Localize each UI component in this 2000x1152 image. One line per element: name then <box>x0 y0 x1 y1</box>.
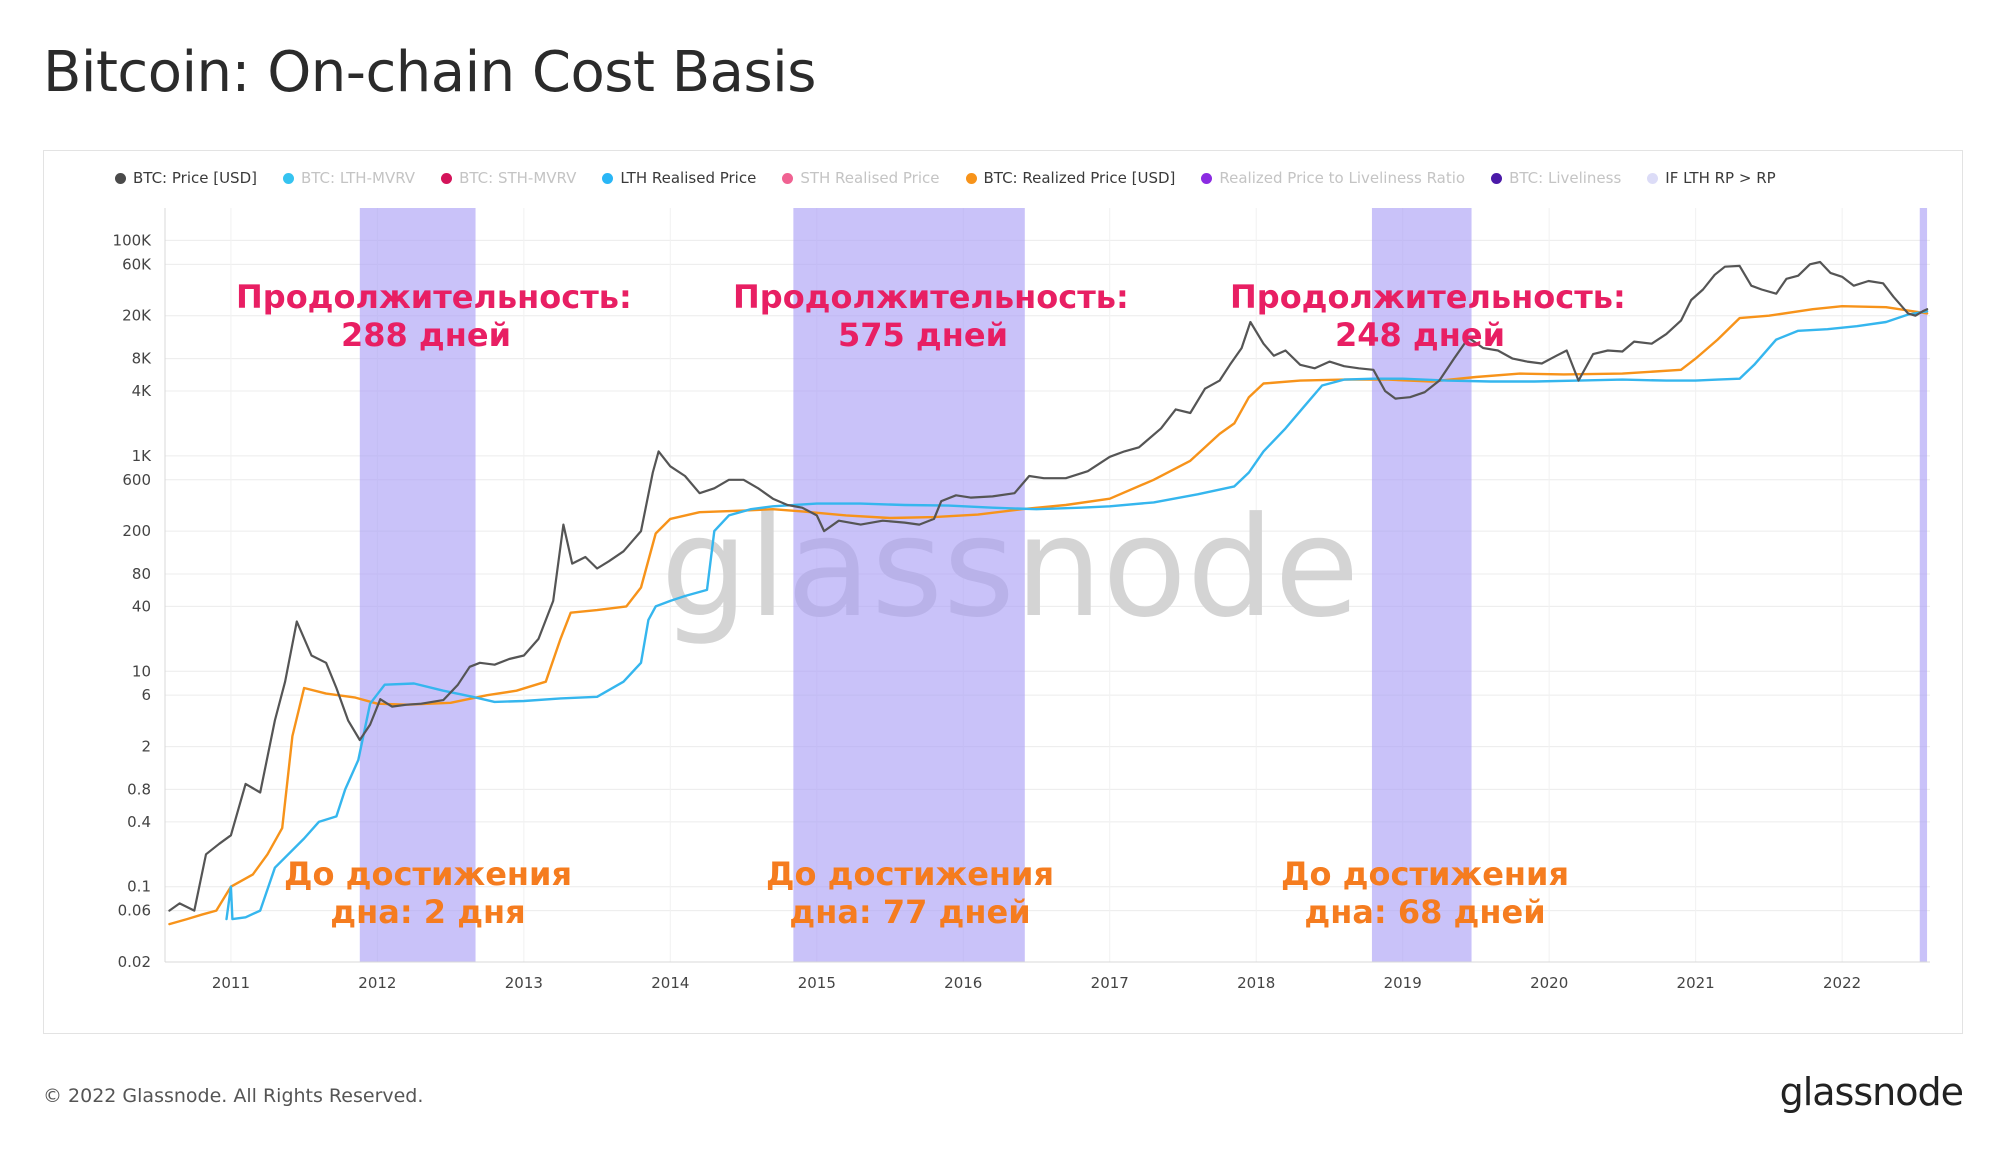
legend-dot-icon <box>1491 172 1503 184</box>
annotation-line: 248 дней <box>1334 316 1505 354</box>
x-axis: 2011 2012 2013 2014 2015 2016 2017 2018 2019 2020… <box>165 961 1930 992</box>
x-tick-label: 2012 <box>358 974 396 992</box>
annotation-line: До достижения <box>283 855 572 893</box>
y-tick-label: 60K <box>122 255 152 273</box>
series-line <box>168 260 1929 912</box>
x-tick-label: 2018 <box>1237 974 1275 992</box>
y-tick-label: 600 <box>122 471 151 489</box>
x-tick-label: 2011 <box>212 974 250 992</box>
x-tick-label: 2022 <box>1823 974 1861 992</box>
legend-dot-icon <box>1201 172 1213 184</box>
legend-label: BTC: LTH-MVRV <box>300 169 416 187</box>
annotation-bottom-1: До достижения дна: 2 дня <box>268 855 588 931</box>
y-tick-label: 20K <box>122 307 152 325</box>
annotation-bottom-2: До достижения дна: 77 дней <box>750 855 1070 931</box>
annotation-duration-2: Продолжительность: 575 дней <box>733 278 1129 354</box>
y-tick-label: 0.06 <box>118 902 151 920</box>
legend-label: STH Realised Price <box>800 169 940 187</box>
series-line <box>225 310 1929 921</box>
annotation-duration-1: Продолжительность: 288 дней <box>236 278 632 354</box>
y-axis: 100K 60K 20K 8K 4K 1K 600 200 80 40 10 6 2 0.8 0.4 0.1 0… <box>113 208 166 971</box>
legend-label: LTH Realised Price <box>620 169 757 187</box>
y-tick-label: 0.4 <box>127 813 151 831</box>
legend-item[interactable]: BTC: Liveliness <box>1491 169 1621 187</box>
chart-legend: BTC: Price [USD] BTC: LTH-MVRV BTC: STH-MV… <box>115 166 1776 190</box>
y-tick-label: 40 <box>132 597 151 615</box>
y-tick-label: 0.02 <box>118 953 151 971</box>
legend-label: Realized Price to Liveliness Ratio <box>1219 169 1466 187</box>
legend-item[interactable]: Realized Price to Liveliness Ratio <box>1201 169 1465 187</box>
glassnode-logo: glassnode <box>1779 1070 1964 1114</box>
annotation-line: Продолжительность: <box>733 278 1129 316</box>
y-tick-label: 0.8 <box>127 780 151 798</box>
shaded-region <box>1371 208 1472 962</box>
legend-dot-icon <box>782 172 794 184</box>
y-tick-label: 8K <box>132 350 153 368</box>
legend-label: BTC: STH-MVRV <box>459 169 577 187</box>
chart-frame <box>43 150 1963 1034</box>
legend-dot-icon <box>441 172 453 184</box>
legend-dot-icon <box>115 172 126 184</box>
y-tick-label: 2 <box>141 738 151 756</box>
legend-item[interactable]: BTC: LTH-MVRV <box>282 169 416 187</box>
legend-item[interactable]: IF LTH RP > RP <box>1647 169 1776 187</box>
legend-dot-icon <box>602 172 614 184</box>
annotation-line: дна: 68 дней <box>1304 893 1546 931</box>
x-tick-label: 2021 <box>1677 974 1715 992</box>
shaded-regions <box>359 208 1928 962</box>
series-lines <box>168 260 1929 926</box>
legend-dot-icon <box>282 172 294 184</box>
legend-item[interactable]: BTC: STH-MVRV <box>441 169 576 187</box>
y-tick-label: 100K <box>113 231 153 249</box>
y-tick-label: 80 <box>132 565 151 583</box>
y-tick-label: 4K <box>132 382 153 400</box>
x-tick-label: 2014 <box>651 974 689 992</box>
legend-label: BTC: Liveliness <box>1509 169 1622 187</box>
y-tick-label: 6 <box>141 686 151 704</box>
legend-label: IF LTH RP > RP <box>1665 169 1776 187</box>
x-tick-label: 2015 <box>798 974 836 992</box>
legend-dot-icon <box>1647 172 1659 184</box>
annotation-line: 288 дней <box>340 316 511 354</box>
legend-item[interactable]: LTH Realised Price <box>602 169 756 187</box>
x-tick-label: 2020 <box>1530 974 1568 992</box>
y-tick-label: 0.1 <box>127 878 151 896</box>
y-tick-label: 200 <box>122 522 151 540</box>
legend-dot-icon <box>965 172 977 184</box>
annotation-line: Продолжительность: <box>236 278 632 316</box>
legend-item[interactable]: STH Realised Price <box>782 169 940 187</box>
annotation-line: До достижения <box>765 855 1054 893</box>
x-tick-label: 2016 <box>944 974 982 992</box>
x-tick-label: 2019 <box>1384 974 1422 992</box>
shaded-region <box>793 208 1025 962</box>
shaded-region <box>359 208 476 962</box>
copyright: © 2022 Glassnode. All Rights Reserved. <box>43 1085 424 1107</box>
legend-label: BTC: Price [USD] <box>133 169 257 187</box>
page-title: Bitcoin: On-chain Cost Basis <box>43 40 816 105</box>
annotation-line: дна: 2 дня <box>330 893 526 931</box>
annotation-line: До достижения <box>1280 855 1569 893</box>
annotation-line: Продолжительность: <box>1230 278 1626 316</box>
annotation-line: дна: 77 дней <box>789 893 1031 931</box>
annotation-duration-3: Продолжительность: 248 дней <box>1230 278 1626 354</box>
x-tick-label: 2017 <box>1091 974 1129 992</box>
series-line <box>168 305 1929 926</box>
legend-item[interactable]: BTC: Realized Price [USD] <box>965 169 1176 187</box>
shaded-region <box>1919 208 1928 962</box>
x-tick-label: 2013 <box>505 974 543 992</box>
legend-item[interactable]: BTC: Price [USD] <box>115 169 257 187</box>
annotation-bottom-3: До достижения дна: 68 дней <box>1265 855 1585 931</box>
y-tick-label: 1K <box>132 447 153 465</box>
legend-label: BTC: Realized Price [USD] <box>983 169 1176 187</box>
y-tick-label: 10 <box>132 662 151 680</box>
annotation-line: 575 дней <box>837 316 1008 354</box>
